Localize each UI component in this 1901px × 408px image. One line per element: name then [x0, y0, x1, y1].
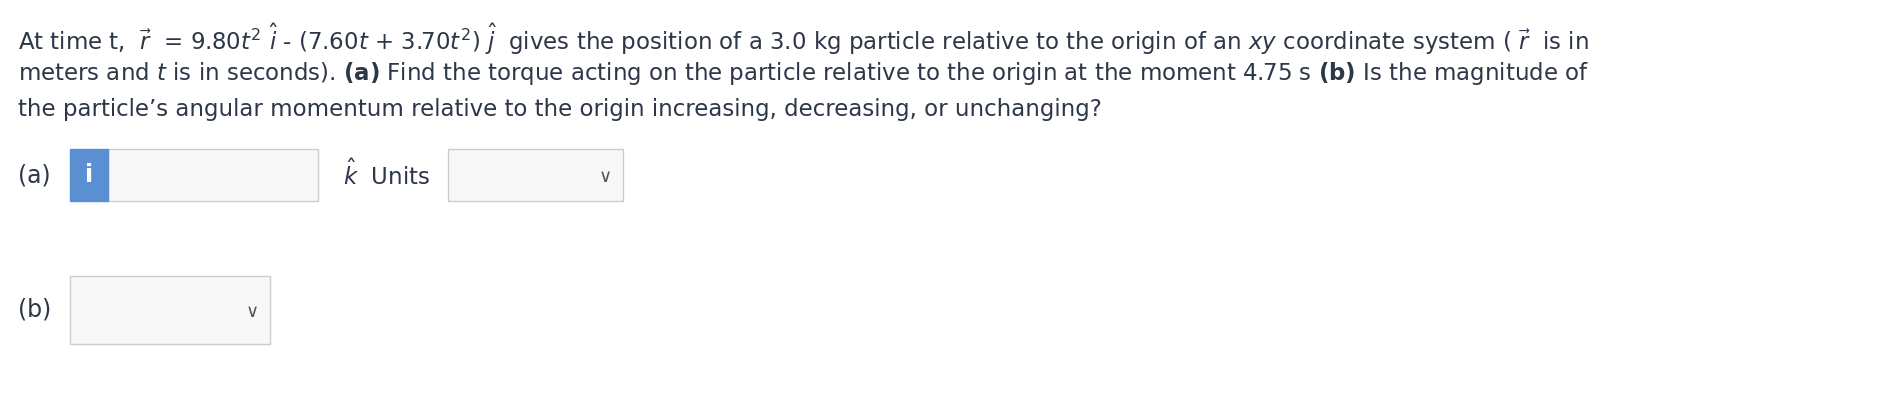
- Text: $\hat{k}$  Units: $\hat{k}$ Units: [342, 160, 430, 190]
- FancyBboxPatch shape: [70, 276, 270, 344]
- Text: ∨: ∨: [245, 303, 259, 321]
- Text: (a): (a): [17, 163, 51, 187]
- Text: i: i: [86, 163, 93, 187]
- Text: meters and $t$ is in seconds). $\mathbf{(a)}$ Find the torque acting on the part: meters and $t$ is in seconds). $\mathbf{…: [17, 60, 1589, 87]
- Text: At time t,  $\vec{r}$  = 9.80$t^2$ $\hat{i}$ - (7.60$t$ + 3.70$t^2$) $\hat{j}$  : At time t, $\vec{r}$ = 9.80$t^2$ $\hat{i…: [17, 22, 1589, 58]
- FancyBboxPatch shape: [70, 149, 108, 201]
- Text: the particle’s angular momentum relative to the origin increasing, decreasing, o: the particle’s angular momentum relative…: [17, 98, 1103, 121]
- FancyBboxPatch shape: [449, 149, 624, 201]
- FancyBboxPatch shape: [108, 149, 317, 201]
- Text: ∨: ∨: [599, 168, 612, 186]
- Text: (b): (b): [17, 298, 51, 322]
